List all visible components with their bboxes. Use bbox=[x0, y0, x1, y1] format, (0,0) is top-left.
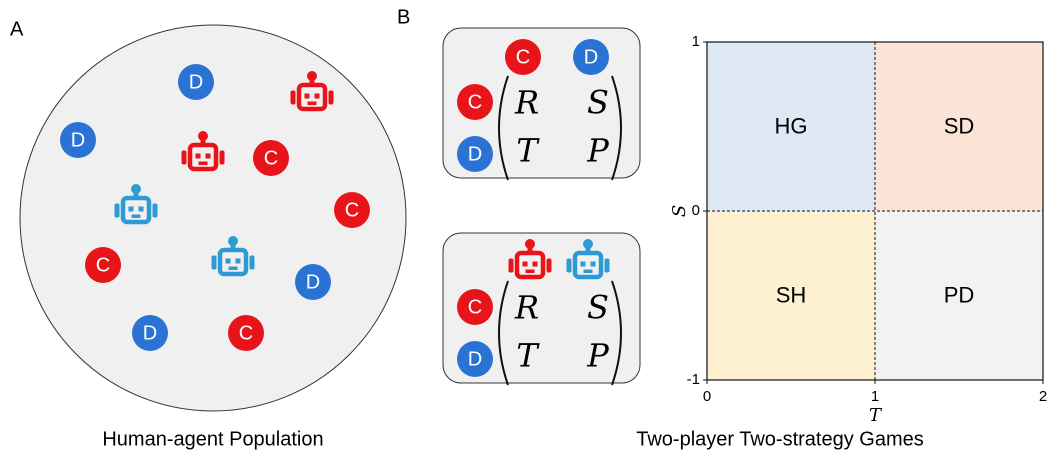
token bbox=[334, 192, 370, 228]
token-label: C bbox=[96, 254, 110, 276]
token bbox=[295, 264, 331, 300]
token-label: C bbox=[468, 91, 482, 113]
matrix-entry: T bbox=[516, 337, 540, 375]
bracket bbox=[498, 75, 509, 181]
token-label: D bbox=[468, 348, 482, 370]
region-label: PD bbox=[944, 282, 975, 307]
token bbox=[178, 64, 214, 100]
token-label: C bbox=[264, 147, 278, 169]
region bbox=[707, 211, 875, 380]
token bbox=[228, 315, 264, 351]
panel-label: B bbox=[397, 6, 410, 28]
matrix-entry: P bbox=[586, 337, 609, 375]
y-tick-label: 0 bbox=[692, 202, 700, 219]
bracket bbox=[611, 75, 622, 181]
token bbox=[457, 84, 493, 120]
y-axis-label: S bbox=[669, 205, 690, 217]
token-label: C bbox=[345, 199, 359, 221]
caption: Two-player Two-strategy Games bbox=[636, 428, 924, 450]
x-tick-label: 1 bbox=[871, 388, 879, 405]
token-label: D bbox=[143, 322, 157, 344]
token bbox=[132, 315, 168, 351]
token-label: C bbox=[468, 296, 482, 318]
region bbox=[875, 211, 1043, 380]
token-label: C bbox=[516, 46, 530, 68]
token bbox=[505, 39, 541, 75]
token-label: D bbox=[306, 271, 320, 293]
token bbox=[253, 140, 289, 176]
token-label: C bbox=[239, 322, 253, 344]
x-tick-label: 0 bbox=[703, 388, 711, 405]
token bbox=[457, 289, 493, 325]
token-label: D bbox=[584, 46, 598, 68]
y-tick-label: 1 bbox=[692, 33, 700, 50]
bracket bbox=[611, 280, 622, 386]
matrix-entry: S bbox=[587, 289, 609, 327]
token bbox=[457, 136, 493, 172]
caption: Human-agent Population bbox=[102, 428, 323, 450]
token-label: D bbox=[468, 143, 482, 165]
matrix-entry: T bbox=[516, 132, 540, 170]
token bbox=[573, 39, 609, 75]
token-label: D bbox=[71, 129, 85, 151]
x-tick-label: 2 bbox=[1039, 388, 1047, 405]
panel-label: A bbox=[10, 18, 24, 40]
token-label: D bbox=[189, 71, 203, 93]
region bbox=[875, 42, 1043, 211]
population-circle bbox=[19, 24, 407, 412]
region-label: HG bbox=[775, 113, 808, 138]
matrix-entry: P bbox=[586, 132, 609, 170]
region bbox=[707, 42, 875, 211]
matrix-entry: R bbox=[514, 289, 539, 327]
x-axis-label: T bbox=[869, 405, 883, 426]
token bbox=[60, 122, 96, 158]
region-label: SD bbox=[944, 113, 975, 138]
region-label: SH bbox=[776, 282, 807, 307]
matrix-entry: R bbox=[514, 84, 539, 122]
matrix-entry: S bbox=[587, 84, 609, 122]
y-tick-label: -1 bbox=[687, 371, 700, 388]
token bbox=[85, 247, 121, 283]
token bbox=[457, 341, 493, 377]
bracket bbox=[498, 280, 509, 386]
